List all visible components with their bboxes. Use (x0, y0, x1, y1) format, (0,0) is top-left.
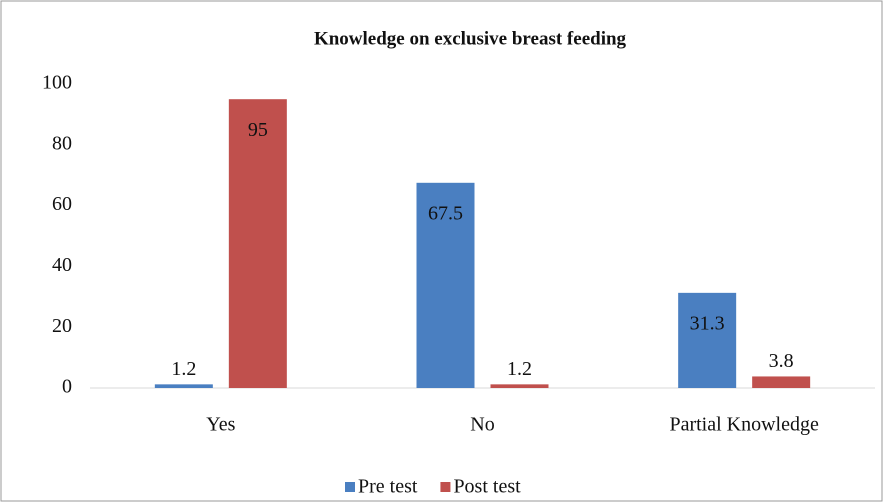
bar (678, 292, 737, 388)
data-label: 67.5 (428, 202, 463, 224)
bar (228, 99, 287, 388)
data-label: 31.3 (690, 312, 725, 334)
legend-label: Pre test (358, 476, 418, 498)
y-tick-label: 0 (62, 376, 72, 398)
y-tick-label: 60 (52, 193, 72, 215)
chart-title: Knowledge on exclusive breast feeding (314, 28, 627, 49)
data-label: 95 (248, 119, 268, 141)
data-label: 1.2 (507, 358, 532, 380)
x-tick-label: Yes (206, 414, 235, 436)
x-tick-label: Partial Knowledge (669, 414, 819, 436)
bar (752, 376, 811, 388)
legend-swatch (440, 482, 451, 492)
y-tick-label: 20 (52, 315, 72, 337)
legend-swatch (345, 482, 355, 492)
y-tick-label: 80 (52, 132, 72, 154)
y-tick-label: 100 (42, 72, 72, 94)
bar (490, 384, 549, 388)
data-label: 3.8 (769, 350, 794, 372)
data-label: 1.2 (171, 358, 196, 380)
x-tick-label: No (470, 414, 494, 436)
bar (416, 182, 475, 388)
y-tick-label: 40 (52, 254, 72, 276)
bar (154, 384, 213, 388)
legend-label: Post test (453, 476, 521, 498)
